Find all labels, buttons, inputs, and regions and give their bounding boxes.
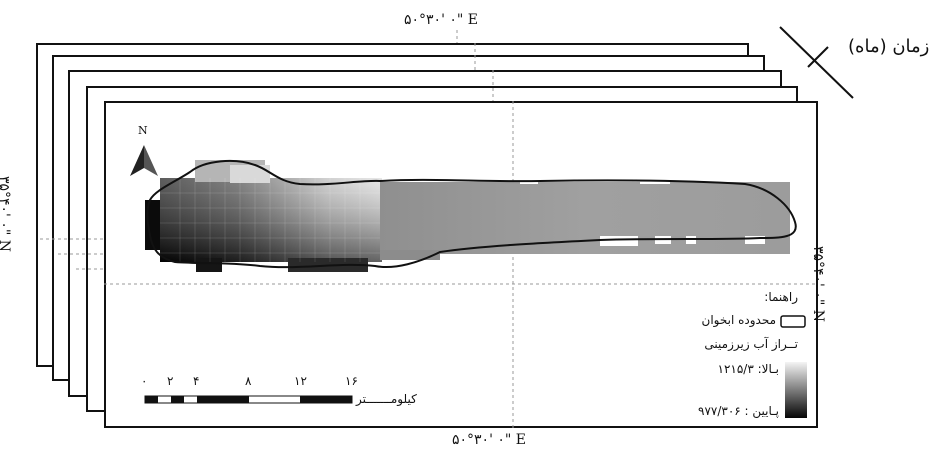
aquifer-boundary [146,160,797,269]
legend-groundwater-title: تــراز آب زیرزمینی [704,337,798,351]
bottom-longitude-label: ۵۰°۳۰' ۰" E [452,432,527,448]
groundwater-raster [145,160,790,272]
legend-gradient-bar [785,362,807,418]
legend-boundary-label: محدوده ابخوان [701,313,776,327]
scale-tick-4: ۴ [193,374,200,388]
legend-boundary-swatch [780,315,806,328]
scale-tick-0: ۰ [141,374,148,388]
scale-tick-16: ۱۶ [345,374,358,388]
north-arrow-label: N [138,124,148,137]
top-longitude-label: ۵۰°۳۰' ۰" E [404,12,479,28]
north-arrow-icon [130,145,158,176]
legend-high-label: بـالا: ۱۲۱۵/۳ [717,362,780,376]
scale-unit-label: کیلومـــــــتر [356,392,417,406]
legend-low-label: پـایین : ۹۷۷/۳۰۶ [698,404,779,418]
time-axis-label: زمان (ماه) [848,36,930,57]
legend-title: راهنما: [764,290,798,304]
main-map-frame [104,101,818,428]
scale-tick-8: ۸ [245,374,252,388]
graticule [40,30,818,428]
scale-tick-2: ۲ [167,374,174,388]
scale-tick-12: ۱۲ [294,374,307,388]
scale-bar [144,395,353,404]
